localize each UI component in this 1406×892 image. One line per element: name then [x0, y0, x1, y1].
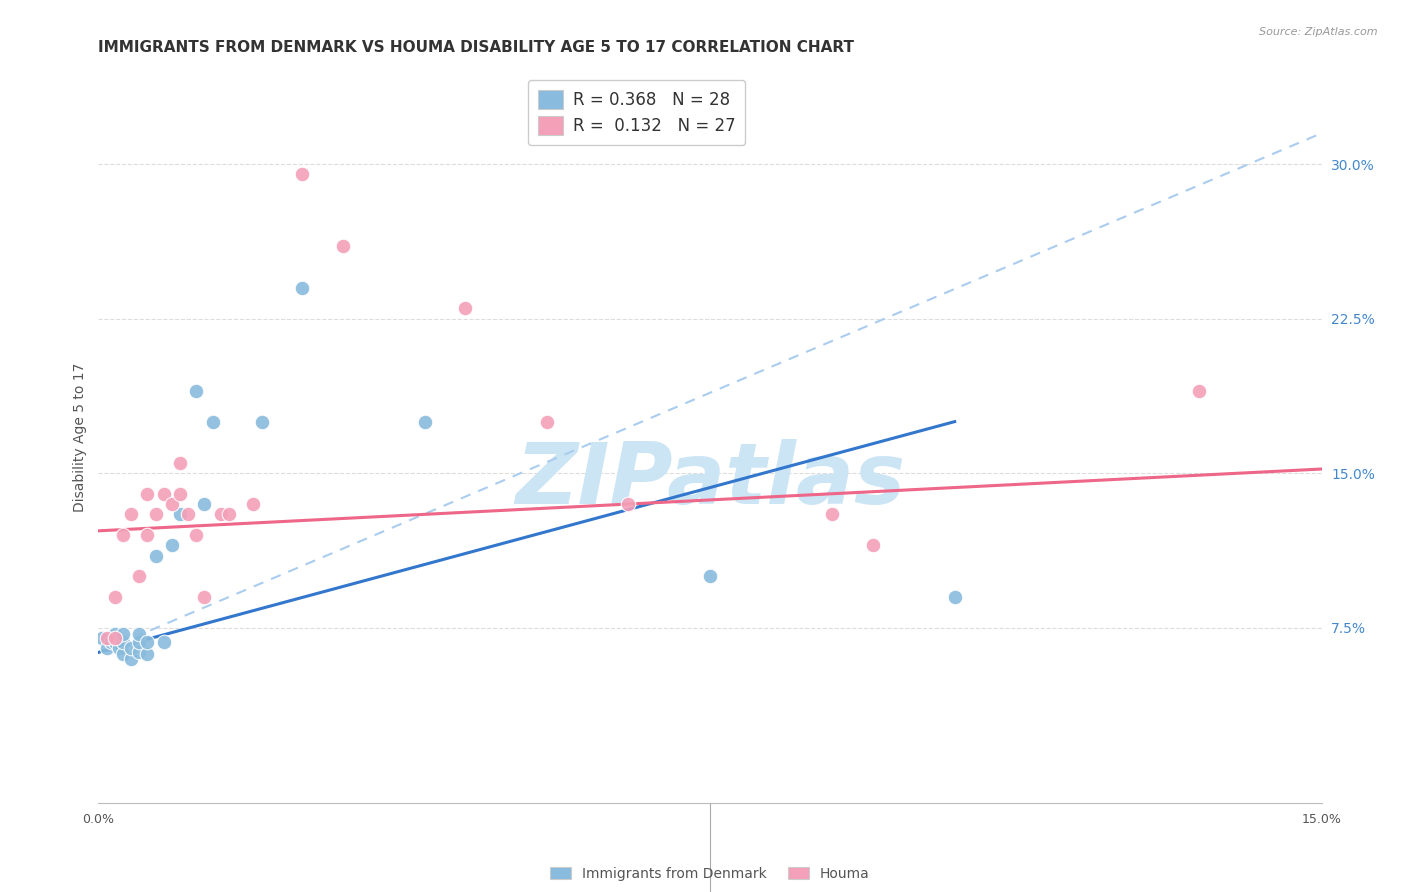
- Point: [186, 384, 208, 398]
- Point: [128, 569, 150, 583]
- Point: [943, 590, 966, 604]
- Point: [177, 508, 200, 522]
- Point: [454, 301, 477, 316]
- Point: [193, 590, 215, 604]
- Point: [136, 648, 159, 662]
- Text: IMMIGRANTS FROM DENMARK VS HOUMA DISABILITY AGE 5 TO 17 CORRELATION CHART: IMMIGRANTS FROM DENMARK VS HOUMA DISABIL…: [98, 40, 855, 55]
- Point: [96, 631, 118, 645]
- Point: [96, 641, 118, 656]
- Point: [291, 281, 314, 295]
- Point: [108, 641, 131, 656]
- Text: ZIPatlas: ZIPatlas: [515, 440, 905, 523]
- Point: [186, 528, 208, 542]
- Point: [169, 508, 191, 522]
- Point: [193, 497, 215, 511]
- Point: [120, 641, 142, 656]
- Point: [145, 508, 167, 522]
- Point: [128, 645, 150, 659]
- Point: [862, 538, 884, 552]
- Point: [160, 497, 183, 511]
- Point: [169, 456, 191, 470]
- Point: [169, 487, 191, 501]
- Legend: Immigrants from Denmark, Houma: Immigrants from Denmark, Houma: [546, 861, 875, 886]
- Point: [104, 631, 127, 645]
- Point: [128, 635, 150, 649]
- Point: [152, 487, 174, 501]
- Point: [104, 635, 127, 649]
- Point: [111, 635, 134, 649]
- Point: [160, 538, 183, 552]
- Point: [152, 635, 174, 649]
- Point: [104, 627, 127, 641]
- Point: [250, 415, 273, 429]
- Text: Source: ZipAtlas.com: Source: ZipAtlas.com: [1260, 27, 1378, 37]
- Point: [617, 497, 640, 511]
- Point: [242, 497, 264, 511]
- Point: [413, 415, 436, 429]
- Point: [136, 528, 159, 542]
- Point: [104, 590, 127, 604]
- Point: [111, 648, 134, 662]
- Y-axis label: Disability Age 5 to 17: Disability Age 5 to 17: [73, 362, 87, 512]
- Point: [120, 508, 142, 522]
- Point: [111, 528, 134, 542]
- Point: [136, 635, 159, 649]
- Point: [145, 549, 167, 563]
- Point: [100, 635, 122, 649]
- Point: [699, 569, 721, 583]
- Point: [91, 631, 114, 645]
- Point: [821, 508, 844, 522]
- Point: [332, 239, 354, 253]
- Point: [536, 415, 558, 429]
- Point: [209, 508, 232, 522]
- Point: [291, 167, 314, 181]
- Point: [111, 627, 134, 641]
- Point: [120, 651, 142, 665]
- Point: [201, 415, 224, 429]
- Point: [136, 487, 159, 501]
- Point: [128, 627, 150, 641]
- Point: [1188, 384, 1211, 398]
- Point: [218, 508, 240, 522]
